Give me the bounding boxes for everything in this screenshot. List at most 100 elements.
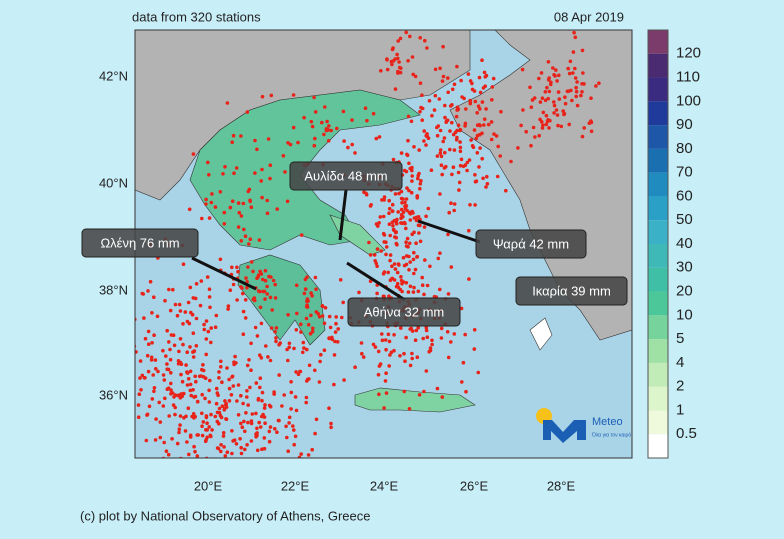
- lightning-dot: [400, 289, 404, 294]
- lightning-dot: [463, 332, 468, 337]
- lightning-dot: [350, 118, 354, 122]
- lightning-dot: [485, 182, 490, 186]
- lightning-dot: [189, 393, 193, 398]
- lightning-dot: [459, 78, 463, 83]
- lat-label: 36°N: [99, 387, 128, 402]
- lightning-dot: [361, 355, 366, 359]
- lightning-dot: [248, 385, 252, 390]
- lightning-dot: [476, 370, 481, 375]
- lightning-dot: [230, 140, 234, 144]
- lightning-dot: [259, 272, 264, 276]
- lightning-dot: [429, 168, 434, 172]
- lightning-dot: [204, 437, 208, 442]
- lightning-dot: [446, 232, 450, 237]
- lightning-dot: [218, 413, 223, 418]
- lightning-dot: [255, 426, 259, 431]
- lightning-dot: [420, 283, 425, 288]
- lightning-dot: [293, 395, 298, 399]
- lightning-dot: [258, 385, 262, 390]
- lightning-dot: [241, 291, 245, 296]
- lat-label: 42°N: [99, 68, 128, 83]
- lightning-dot: [396, 20, 400, 24]
- colorbar-label: 110: [676, 69, 700, 86]
- lightning-dot: [194, 379, 198, 384]
- lightning-dot: [388, 258, 392, 263]
- lightning-dot: [408, 363, 413, 368]
- lightning-dot: [207, 388, 211, 393]
- lightning-dot: [265, 198, 270, 203]
- lightning-dot: [439, 154, 444, 159]
- lightning-dot: [374, 136, 379, 141]
- lightning-dot: [234, 442, 239, 446]
- lightning-dot: [259, 414, 264, 419]
- lightning-dot: [399, 221, 403, 225]
- annotations: Αυλίδα 48 mm Ωλένη 76 mm Ψαρά 42 mm Ικαρία …: [81, 161, 628, 327]
- lightning-dot: [480, 131, 484, 136]
- lightning-dot: [477, 165, 481, 169]
- lightning-dot: [273, 296, 278, 300]
- lightning-dot: [172, 343, 177, 348]
- lightning-dot: [127, 275, 131, 279]
- lightning-dot: [482, 123, 486, 127]
- lightning-dot: [573, 35, 578, 40]
- lightning-dot: [168, 308, 173, 313]
- lightning-dot: [372, 253, 377, 257]
- lightning-dot: [274, 339, 278, 344]
- lightning-dot: [406, 138, 410, 143]
- lightning-dot: [274, 326, 279, 330]
- lightning-dot: [418, 223, 422, 228]
- lightning-dot: [481, 176, 485, 181]
- annotation-box: [347, 297, 461, 327]
- lightning-dot: [580, 90, 584, 94]
- lightning-dot: [169, 371, 173, 375]
- lightning-dot: [118, 357, 122, 361]
- lightning-dot: [239, 451, 244, 456]
- lightning-dot: [412, 216, 417, 220]
- lightning-dot: [467, 158, 472, 162]
- lightning-dot: [433, 67, 438, 72]
- lightning-dot: [452, 332, 457, 336]
- lightning-dot: [385, 67, 390, 72]
- lightning-dot: [477, 123, 482, 127]
- lightning-dot: [208, 305, 212, 310]
- lightning-dot: [287, 415, 292, 420]
- lightning-dot: [191, 350, 195, 354]
- lightning-dot: [491, 76, 496, 81]
- lightning-dot: [273, 427, 277, 431]
- lightning-dot: [309, 313, 313, 318]
- lightning-dot: [490, 98, 494, 102]
- lightning-dot: [439, 163, 444, 167]
- colorbar-segment: [648, 267, 668, 292]
- lightning-dot: [265, 284, 269, 289]
- lightning-dot: [554, 108, 559, 112]
- lightning-dot: [246, 420, 250, 425]
- lightning-dot: [405, 208, 409, 213]
- lightning-dot: [165, 362, 169, 366]
- lightning-dot: [95, 295, 99, 299]
- lightning-dot: [179, 392, 184, 396]
- lightning-dot: [377, 135, 382, 139]
- lightning-dot: [393, 57, 398, 61]
- lightning-dot: [203, 396, 207, 401]
- lightning-dot: [233, 354, 237, 359]
- lightning-dot: [150, 341, 154, 345]
- lightning-dot: [552, 103, 557, 108]
- lightning-dot: [519, 123, 523, 128]
- lightning-dot: [395, 270, 400, 275]
- lightning-dot: [570, 98, 574, 103]
- lightning-dot: [435, 133, 440, 138]
- colorbar-segment: [648, 220, 668, 244]
- lightning-dot: [390, 220, 395, 225]
- lightning-dot: [320, 314, 325, 318]
- lightning-dot: [226, 307, 230, 311]
- lightning-dot: [260, 94, 265, 99]
- lightning-dot: [432, 108, 437, 112]
- lightning-dot: [235, 265, 239, 270]
- lightning-dot: [385, 58, 389, 62]
- lightning-dot: [371, 111, 376, 116]
- lightning-dot: [455, 64, 459, 69]
- lightning-dot: [313, 431, 317, 436]
- lightning-dot: [441, 44, 445, 49]
- lightning-dot: [239, 214, 244, 218]
- lightning-dot: [167, 340, 171, 344]
